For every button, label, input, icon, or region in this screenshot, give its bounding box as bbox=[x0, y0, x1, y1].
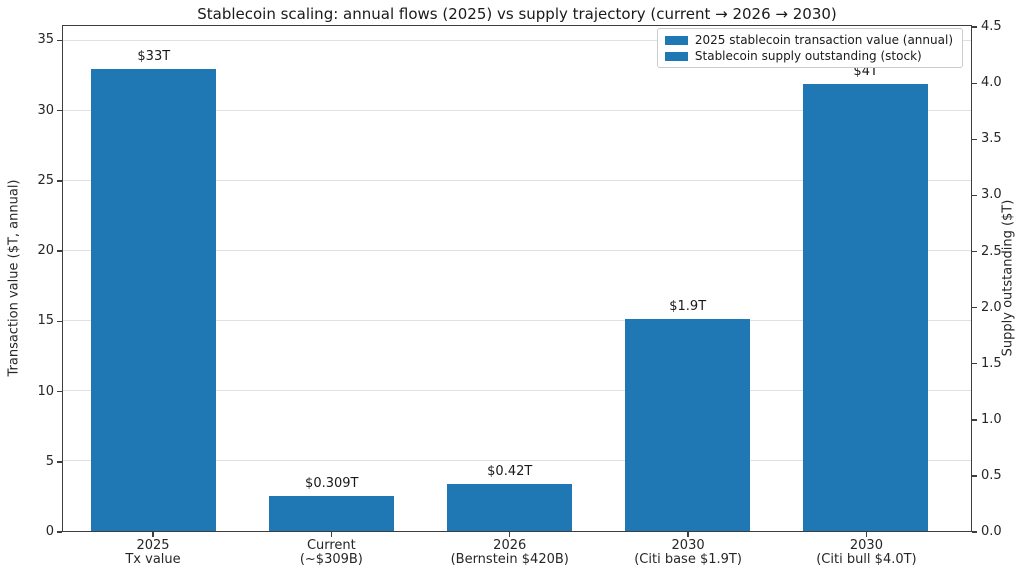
y-axis-tick-label-right: 4.0 bbox=[981, 75, 1002, 91]
y-axis-tick-label-left: 15 bbox=[37, 313, 54, 329]
legend-label: 2025 stablecoin transaction value (annua… bbox=[694, 33, 953, 47]
tick-mark bbox=[972, 82, 977, 85]
tick-mark bbox=[57, 250, 62, 252]
gridline bbox=[63, 110, 971, 112]
y-axis-tick-label-left: 0 bbox=[45, 524, 54, 539]
bar-value-label: $0.309T bbox=[305, 476, 359, 492]
y-axis-tick-label-right: 3.0 bbox=[981, 187, 1002, 203]
tick-mark bbox=[57, 109, 62, 112]
x-axis-category-label: 2030 (Citi bull $4.0T) bbox=[816, 538, 917, 567]
y-axis-tick-label-right: 1.0 bbox=[981, 411, 1002, 427]
tick-mark bbox=[972, 194, 977, 197]
y-axis-tick-label-right: 4.5 bbox=[981, 19, 1002, 35]
bar-value-label: $33T bbox=[137, 49, 171, 65]
gridline bbox=[63, 390, 971, 392]
bar bbox=[625, 318, 751, 531]
y-axis-tick-label-right: 3.5 bbox=[981, 131, 1002, 147]
tick-mark bbox=[152, 532, 154, 537]
bar-value-label: $0.42T bbox=[487, 464, 533, 480]
tick-mark bbox=[972, 138, 977, 141]
y-axis-label-right: Supply outstanding ($T) bbox=[1000, 199, 1016, 357]
tick-mark bbox=[972, 26, 977, 28]
y-axis-tick-label-right: 2.0 bbox=[981, 299, 1002, 315]
tick-mark bbox=[57, 39, 62, 42]
tick-mark bbox=[330, 532, 333, 537]
x-axis-category-label: 2026 (Bernstein $420B) bbox=[450, 538, 569, 567]
gridline bbox=[63, 320, 971, 322]
y-axis-tick-label-right: 1.5 bbox=[981, 355, 1002, 371]
x-axis-category-label: 2030 (Citi base $1.9T) bbox=[634, 538, 742, 567]
bar bbox=[447, 484, 573, 531]
tick-mark bbox=[972, 306, 977, 309]
bar bbox=[269, 496, 395, 531]
tick-mark bbox=[972, 531, 977, 533]
tick-mark bbox=[972, 362, 977, 365]
y-axis-tick-label-left: 30 bbox=[37, 102, 54, 118]
legend-swatch bbox=[664, 51, 688, 61]
y-axis-tick-label-left: 5 bbox=[45, 453, 54, 469]
tick-mark bbox=[57, 390, 62, 393]
legend-swatch bbox=[664, 35, 688, 45]
y-axis-tick-label-left: 20 bbox=[37, 243, 54, 259]
gridline bbox=[63, 180, 971, 182]
tick-mark bbox=[57, 320, 62, 323]
y-axis-tick-label-left: 25 bbox=[37, 172, 54, 188]
gridline bbox=[63, 250, 971, 252]
legend-entry-supply-outstanding: Stablecoin supply outstanding (stock) bbox=[664, 49, 953, 63]
tick-mark bbox=[972, 475, 977, 477]
gridline bbox=[63, 460, 971, 462]
legend-entry-transaction-value: 2025 stablecoin transaction value (annua… bbox=[664, 33, 953, 47]
y-axis-tick-label-right: 2.5 bbox=[981, 243, 1002, 259]
bar-value-label: $1.9T bbox=[669, 298, 707, 314]
x-axis-category-label: Current (~$309B) bbox=[299, 538, 363, 567]
plot-area: $33T $0.309T $0.42T $1.9T $4T bbox=[62, 25, 972, 532]
gridline bbox=[63, 40, 971, 42]
tick-mark bbox=[865, 532, 868, 537]
x-axis-category-label: 2025 Tx value bbox=[125, 538, 181, 567]
tick-mark bbox=[57, 180, 62, 182]
y-axis-tick-label-left: 10 bbox=[37, 383, 54, 399]
y-axis-tick-label-right: 0.5 bbox=[981, 467, 1002, 483]
tick-mark bbox=[57, 461, 62, 463]
y-axis-tick-label-left: 35 bbox=[37, 32, 54, 48]
tick-mark bbox=[508, 532, 511, 537]
tick-mark bbox=[687, 532, 689, 537]
y-axis-label-left: Transaction value ($T, annual) bbox=[6, 179, 22, 377]
bar bbox=[803, 84, 929, 531]
tick-mark bbox=[972, 419, 977, 421]
legend: 2025 stablecoin transaction value (annua… bbox=[656, 28, 963, 68]
legend-label: Stablecoin supply outstanding (stock) bbox=[694, 49, 922, 63]
chart-title: Stablecoin scaling: annual flows (2025) … bbox=[197, 5, 837, 23]
bar bbox=[91, 69, 217, 531]
tick-mark bbox=[57, 531, 62, 533]
tick-mark bbox=[972, 250, 977, 253]
y-axis-tick-label-right: 0.0 bbox=[981, 524, 1002, 539]
